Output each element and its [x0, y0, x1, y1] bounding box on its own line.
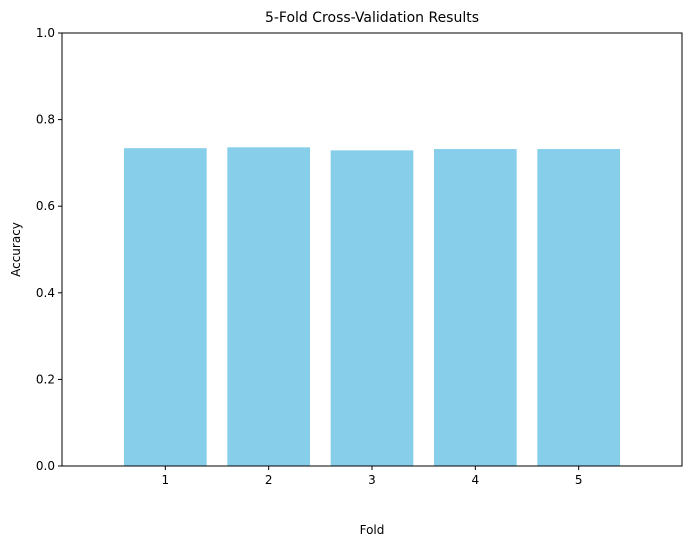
y-tick-label: 0.0: [36, 459, 55, 473]
y-axis-label: Accuracy: [9, 222, 23, 277]
y-tick-label: 0.4: [36, 286, 55, 300]
y-tick-label: 0.6: [36, 199, 55, 213]
x-tick-label: 1: [162, 473, 170, 487]
bar-fold-1: [124, 148, 207, 467]
y-axis: 0.0 0.2 0.4 0.6 0.8 1.0: [36, 26, 62, 473]
x-tick-label: 2: [265, 473, 273, 487]
y-tick-label: 0.8: [36, 113, 55, 127]
x-axis: 1 2 3 4 5: [162, 466, 583, 487]
x-tick-label: 4: [472, 473, 480, 487]
bar-fold-2: [227, 147, 310, 466]
bar-fold-5: [537, 149, 620, 466]
x-tick-label: 3: [368, 473, 376, 487]
bar-fold-4: [434, 149, 517, 466]
y-tick-label: 0.2: [36, 372, 55, 386]
x-tick-label: 5: [575, 473, 583, 487]
bar-fold-3: [330, 150, 414, 466]
chart-title: 5-Fold Cross-Validation Results: [265, 10, 479, 26]
x-axis-label: Fold: [360, 523, 385, 537]
bars-group: [124, 147, 620, 467]
y-tick-label: 1.0: [36, 26, 55, 40]
